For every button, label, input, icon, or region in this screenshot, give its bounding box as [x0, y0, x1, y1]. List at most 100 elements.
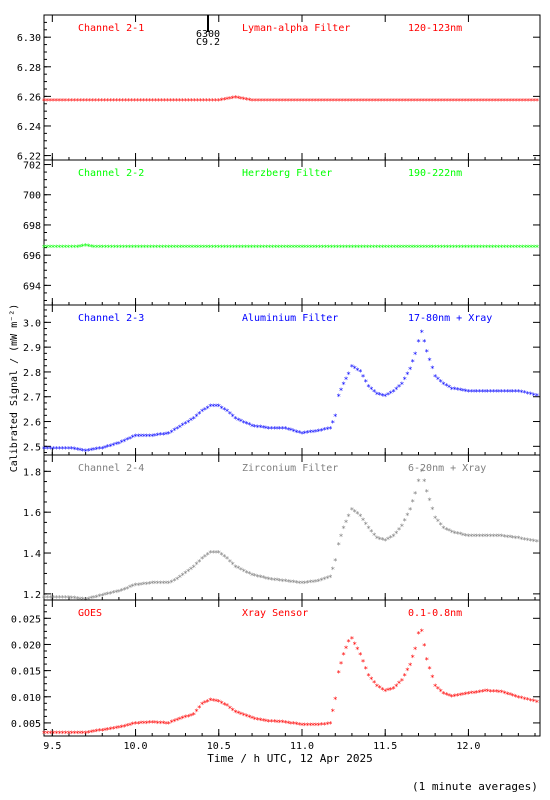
data-point-5: *	[169, 719, 174, 728]
data-point-1: *	[230, 94, 235, 103]
data-point-5: *	[144, 719, 149, 728]
data-point-5: *	[92, 728, 97, 737]
data-point-3: *	[191, 415, 196, 424]
data-point-5: *	[116, 724, 121, 733]
data-point-4: *	[350, 506, 355, 515]
y-tick-label-3-5: 3.0	[23, 318, 41, 329]
data-point-4: *	[346, 512, 351, 521]
data-point-2: *	[323, 244, 328, 253]
data-point-1: *	[241, 95, 246, 104]
data-point-1: *	[322, 97, 327, 106]
data-point-2: *	[222, 244, 227, 253]
data-point-1: *	[529, 97, 534, 106]
data-point-1: *	[192, 97, 197, 106]
data-point-3: *	[258, 424, 263, 433]
data-point-4: *	[328, 574, 333, 583]
data-point-2: *	[207, 244, 212, 253]
data-point-3: *	[54, 445, 59, 454]
data-point-5: *	[103, 726, 108, 735]
data-point-4: *	[202, 553, 207, 562]
data-point-1: *	[63, 97, 68, 106]
data-point-3: *	[494, 388, 499, 397]
data-point-3: *	[427, 356, 432, 365]
data-point-4: *	[63, 594, 68, 603]
data-point-5: *	[258, 716, 263, 725]
data-point-2: *	[178, 244, 183, 253]
panel-label-3-0: Channel 2-3	[78, 313, 144, 324]
data-point-5: *	[247, 714, 252, 723]
data-point-5: *	[183, 714, 188, 723]
data-point-3: *	[372, 388, 377, 397]
data-point-3: *	[255, 423, 260, 432]
data-point-4: *	[239, 566, 244, 575]
data-point-4: *	[241, 567, 246, 576]
data-point-2: *	[410, 244, 415, 253]
data-point-2: *	[86, 243, 91, 252]
data-point-1: *	[117, 97, 122, 106]
data-point-5: *	[305, 722, 310, 731]
data-point-3: *	[189, 417, 194, 426]
data-point-4: *	[513, 534, 518, 543]
data-point-1: *	[153, 97, 158, 106]
data-point-3: *	[208, 403, 213, 412]
data-point-3: *	[172, 427, 177, 436]
data-point-2: *	[523, 244, 528, 253]
data-point-5: *	[397, 680, 402, 689]
data-point-3: *	[369, 385, 374, 394]
data-point-2: *	[454, 244, 459, 253]
data-point-3: *	[214, 403, 219, 412]
data-point-4: *	[216, 549, 221, 558]
data-point-4: *	[341, 525, 346, 534]
data-point-1: *	[216, 97, 221, 106]
data-point-5: *	[452, 692, 457, 701]
data-point-1: *	[75, 97, 80, 106]
data-point-5: *	[202, 699, 207, 708]
data-point-1: *	[78, 97, 83, 106]
data-point-5: *	[528, 697, 533, 706]
data-point-4: *	[405, 512, 410, 521]
data-point-1: *	[532, 97, 537, 106]
data-point-1: *	[45, 97, 50, 106]
data-point-2: *	[520, 244, 525, 253]
data-point-2: *	[69, 244, 74, 253]
data-point-4: *	[322, 576, 327, 585]
data-point-2: *	[267, 244, 272, 253]
data-point-2: *	[139, 244, 144, 253]
x-tick-label-2: 10.5	[207, 741, 231, 752]
data-point-5: *	[330, 708, 335, 717]
data-point-5: *	[136, 720, 141, 729]
data-point-4: *	[491, 533, 496, 542]
data-point-2: *	[60, 244, 65, 253]
data-point-3: *	[322, 426, 327, 435]
data-point-5: *	[216, 698, 221, 707]
data-point-5: *	[205, 698, 210, 707]
data-point-4: *	[525, 536, 530, 545]
data-point-5: *	[458, 691, 463, 700]
data-point-5: *	[283, 719, 288, 728]
data-point-5: *	[483, 688, 488, 697]
data-point-2: *	[311, 244, 316, 253]
panel-label-4-1: Zirconium Filter	[242, 463, 338, 474]
data-point-1: *	[502, 97, 507, 106]
data-point-2: *	[439, 244, 444, 253]
data-point-3: *	[164, 430, 169, 439]
data-point-2: *	[201, 244, 206, 253]
data-point-3: *	[469, 388, 474, 397]
data-point-5: *	[67, 729, 72, 738]
data-point-4: *	[505, 533, 510, 542]
data-point-4: *	[410, 498, 415, 507]
data-point-4: *	[116, 588, 121, 597]
data-point-4: *	[313, 578, 318, 587]
data-point-5: *	[236, 710, 241, 719]
data-point-1: *	[439, 97, 444, 106]
data-point-2: *	[142, 244, 147, 253]
data-point-5: *	[405, 667, 410, 676]
data-point-3: *	[158, 431, 163, 440]
data-point-3: *	[186, 418, 191, 427]
data-point-3: *	[116, 440, 121, 449]
data-point-1: *	[108, 97, 113, 106]
data-point-3: *	[236, 416, 241, 425]
data-point-2: *	[276, 244, 281, 253]
data-point-5: *	[158, 719, 163, 728]
